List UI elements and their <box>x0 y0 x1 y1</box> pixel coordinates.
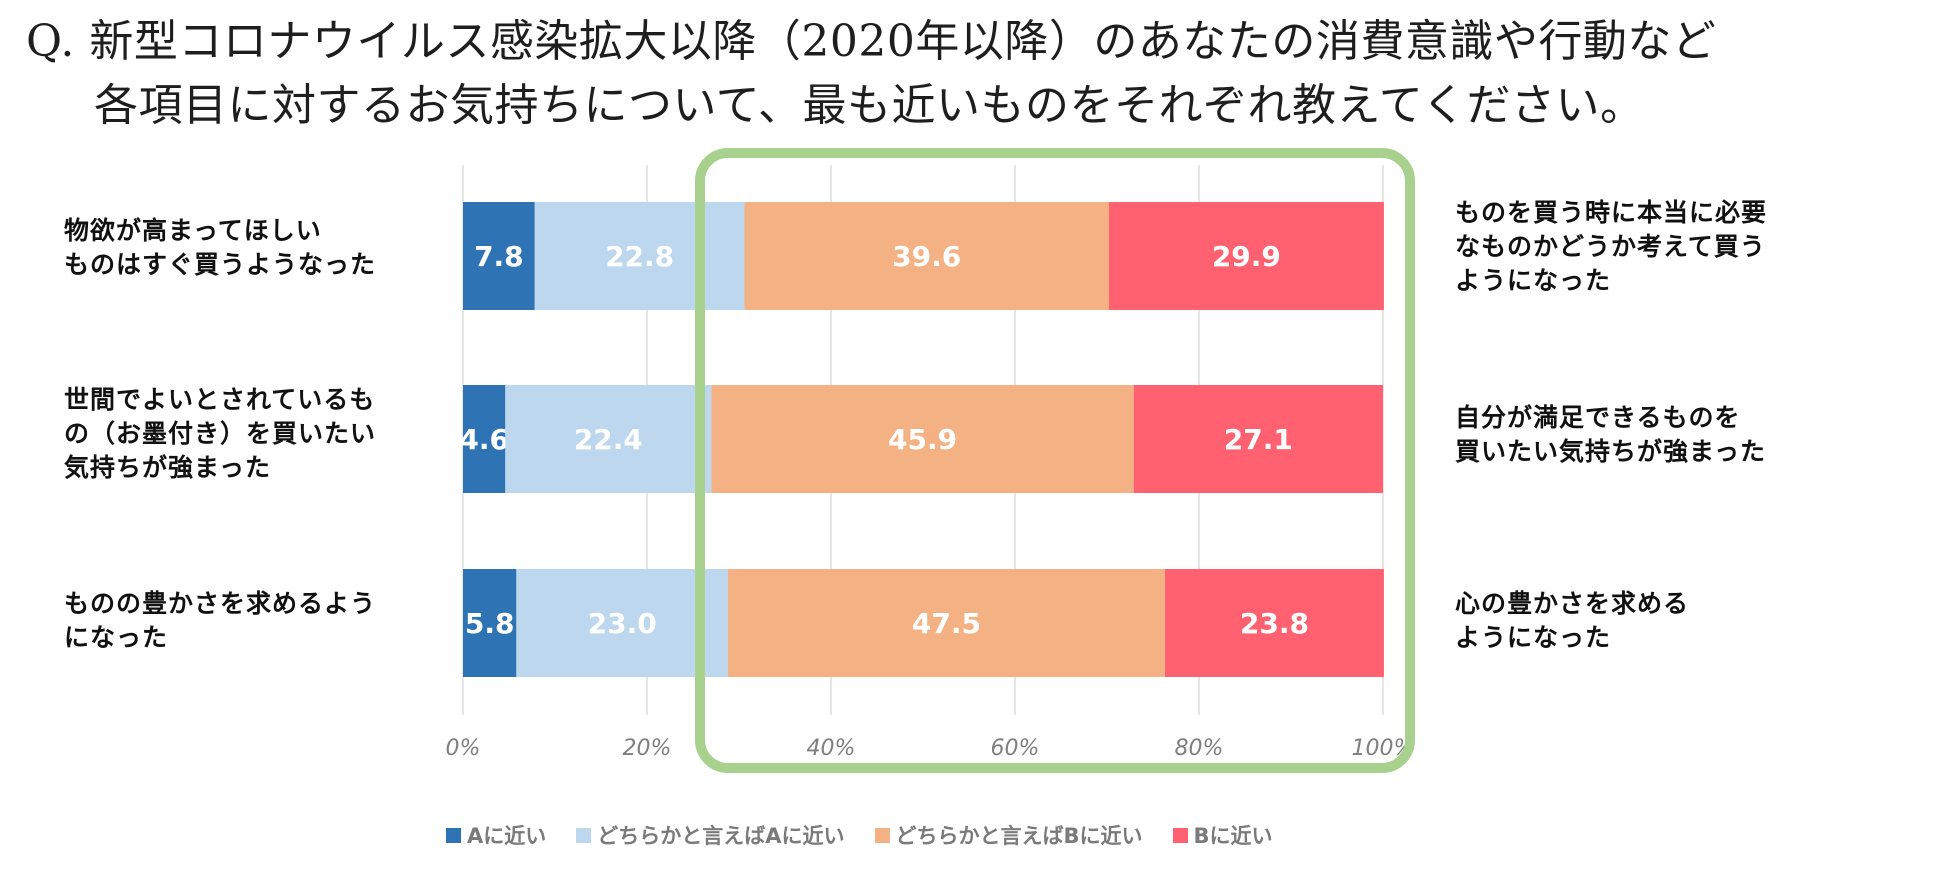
x-tick-label-3: 60% <box>991 736 1040 761</box>
bar-row3-seg3 <box>727 569 1165 677</box>
bar-row1-seg1 <box>463 202 535 310</box>
data-label-row3-seg1: 5.8 <box>465 607 515 640</box>
bar-row3-seg2 <box>516 569 728 677</box>
legend-swatch-lean-b <box>874 827 890 843</box>
chart-legend: Aに近い どちらかと言えばAに近い どちらかと言えばBに近い Bに近い <box>446 820 1273 850</box>
legend-item-lean-b: どちらかと言えばBに近い <box>874 820 1143 850</box>
bar-row1-seg2 <box>534 202 745 310</box>
x-tick-label-2: 40% <box>807 736 856 761</box>
legend-swatch-a <box>446 827 461 843</box>
legend-label-a: Aに近い <box>467 824 547 848</box>
legend-label-lean-a: どちらかと言えばAに近い <box>597 824 845 848</box>
x-tick-label-4: 80% <box>1175 736 1224 761</box>
bar-row2-seg3 <box>711 385 1134 493</box>
data-label-row2-seg2: 22.4 <box>574 423 643 456</box>
legend-item-b: Bに近い <box>1172 820 1273 850</box>
highlight-frame <box>695 148 1415 773</box>
bar-row3-seg4 <box>1164 569 1384 677</box>
x-tick-label-0: 0% <box>446 736 481 761</box>
bar-row1-seg3 <box>744 202 1109 310</box>
row-3-right-label: 心の豊かさを求める ようになった <box>1455 589 1690 652</box>
data-label-row3-seg3: 47.5 <box>912 607 981 640</box>
row-1-right-label: ものを買う時に本当に必要 なものかどうか考えて買う ようになった <box>1455 198 1768 295</box>
data-label-row3-seg2: 23.0 <box>588 607 657 640</box>
legend-item-lean-a: どちらかと言えばAに近い <box>576 820 845 850</box>
x-tick-label-1: 20% <box>623 736 672 761</box>
data-label-row3-seg4: 23.8 <box>1240 607 1309 640</box>
row-3-left-label: ものの豊かさを求めるよう になった <box>64 589 377 652</box>
bar-row2-seg4 <box>1133 385 1383 493</box>
question-line-1: Q. 新型コロナウイルス感染拡大以降（2020年以降）のあなたの消費意識や行動な… <box>26 16 1717 67</box>
bar-row2-seg1 <box>463 385 506 493</box>
legend-swatch-b <box>1172 827 1188 843</box>
row-1-left-label: 物欲が高まってほしい ものはすぐ買うようなった <box>64 216 377 279</box>
question-line-2: 各項目に対するお気持ちについて、最も近いものをそれぞれ教えてください。 <box>94 80 1645 131</box>
row-2-right-label: 自分が満足できるものを 買いたい気持ちが強まった <box>1455 403 1767 466</box>
question-title: Q. 新型コロナウイルス感染拡大以降（2020年以降）のあなたの消費意識や行動な… <box>26 10 1926 138</box>
data-label-row1-seg4: 29.9 <box>1212 240 1281 273</box>
bar-row3-seg1 <box>463 569 517 677</box>
data-label-row2-seg3: 45.9 <box>888 423 957 456</box>
legend-label-b: Bに近い <box>1193 824 1273 848</box>
legend-label-lean-b: どちらかと言えばBに近い <box>895 824 1143 848</box>
bar-row2-seg2 <box>505 385 712 493</box>
legend-swatch-lean-a <box>576 827 592 843</box>
data-label-row2-seg4: 27.1 <box>1224 423 1293 456</box>
legend-item-a: Aに近い <box>446 820 546 850</box>
data-label-row1-seg3: 39.6 <box>892 240 961 273</box>
data-label-row1-seg1: 7.8 <box>474 240 524 273</box>
bar-row1-seg4 <box>1108 202 1384 310</box>
data-label-row1-seg2: 22.8 <box>605 240 674 273</box>
data-label-row2-seg1: 4.6 <box>459 423 509 456</box>
row-2-left-label: 世間でよいとされているも の（お墨付き）を買いたい 気持ちが強まった <box>64 385 377 482</box>
